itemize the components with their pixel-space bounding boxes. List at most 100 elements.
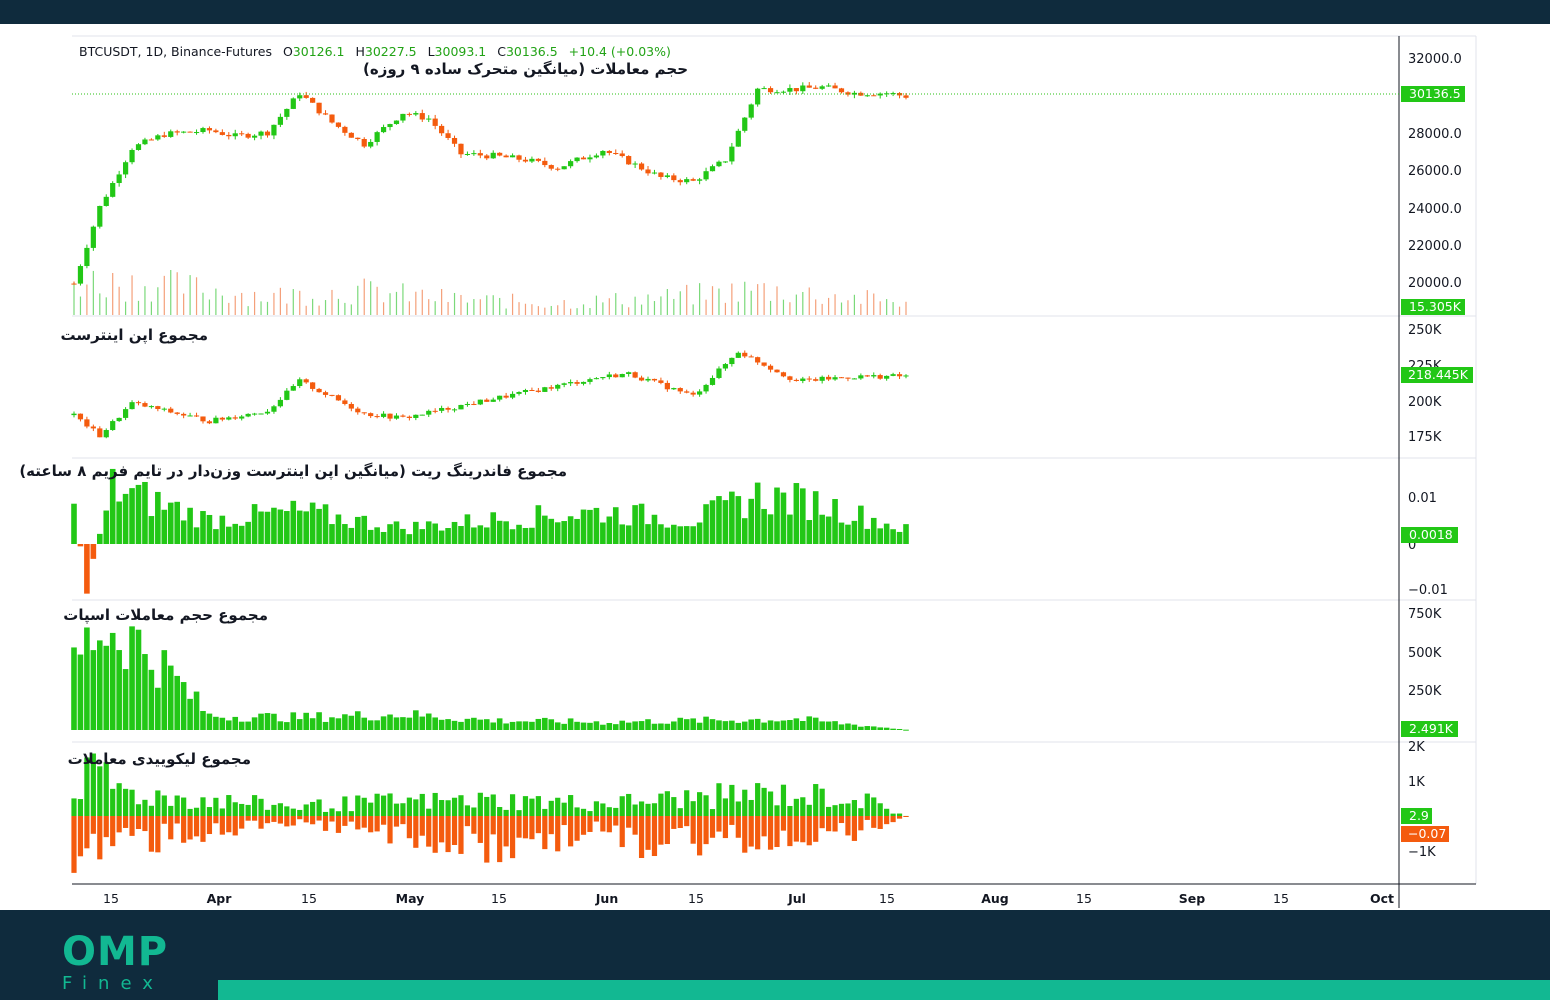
candle-body (348, 403, 354, 409)
liq-long-bar (709, 809, 716, 816)
candle-body (832, 85, 838, 89)
liq-short-bar (355, 816, 361, 830)
liq-short-bar (638, 816, 645, 859)
funding-bar (264, 511, 271, 544)
candle-body (574, 157, 580, 162)
liq-long-bar (658, 793, 664, 816)
bar (767, 720, 774, 730)
candle-body (303, 95, 309, 98)
bar (342, 714, 348, 730)
volume-bar (769, 300, 772, 315)
bar (361, 717, 368, 730)
funding-tick: 0.01 (1408, 491, 1437, 506)
candle-body (258, 131, 264, 136)
candle-body (322, 392, 329, 395)
spot-tick: 500K (1408, 646, 1442, 661)
liq-short-bar (535, 816, 541, 834)
bar (425, 713, 432, 730)
liq-short-bar (819, 816, 825, 829)
candle-body (600, 377, 606, 379)
candle-body (251, 413, 258, 415)
funding-bar (387, 524, 393, 544)
liq-short-bar (709, 816, 716, 838)
candle-body (355, 137, 361, 140)
candle-body (755, 357, 761, 363)
volume-bar (608, 298, 610, 315)
funding-bar (277, 509, 284, 544)
liq-long-bar (819, 788, 825, 816)
candle-body (735, 352, 741, 358)
candle-body (206, 128, 213, 131)
funding-bar (96, 533, 103, 544)
liq-short-bar (580, 816, 587, 835)
volume-bar (415, 291, 417, 315)
candle-body (516, 155, 522, 160)
liq-short-bar (284, 816, 290, 827)
candle-body (613, 374, 619, 378)
liq-short-bar (342, 816, 348, 826)
volume-bar (679, 291, 681, 315)
liquidation-bars (71, 753, 909, 873)
liq-long-bar (471, 807, 477, 816)
liq-long-bar (355, 795, 361, 816)
volume-bar (640, 304, 643, 315)
liq-long-bar (322, 811, 329, 816)
funding-bar (335, 514, 342, 544)
liq-long-bar (677, 808, 683, 816)
funding-bar (380, 531, 387, 544)
liq-long-bar (445, 800, 451, 816)
liq-long-bar (761, 787, 767, 816)
liq-long-bar (174, 795, 180, 816)
bar (77, 654, 84, 730)
liq-short-bar (593, 816, 600, 822)
candle-body (864, 375, 870, 377)
candle-body (761, 362, 767, 366)
volume-bar (492, 295, 494, 315)
candle-body (864, 95, 870, 97)
liq-long-bar (213, 797, 219, 816)
candle-body (497, 152, 503, 156)
funding-bar (458, 526, 464, 544)
liq-long-bar (142, 799, 148, 816)
x-tick: Oct (1370, 891, 1394, 906)
liq-long-bar (826, 806, 832, 816)
volume-bar (711, 286, 714, 315)
candle-body (645, 378, 651, 381)
liq-long-bar (239, 803, 245, 816)
bar (387, 714, 393, 730)
funding-bar (516, 524, 522, 544)
liq-short-bar (245, 816, 251, 821)
volume-bar (686, 284, 688, 315)
liq-short-bar (755, 816, 761, 850)
candle-body (671, 388, 677, 390)
bar (877, 727, 884, 730)
funding-bar (696, 522, 703, 544)
candle-body (529, 158, 535, 162)
liq-long-bar (780, 784, 787, 816)
liq-short-bar (522, 816, 529, 839)
liq-long-bar (774, 805, 780, 816)
funding-bar (677, 526, 684, 544)
liq-short-bar (690, 816, 696, 844)
funding-bar (464, 514, 471, 544)
funding-bar (838, 522, 845, 544)
liq-tick: 2K (1408, 740, 1425, 755)
funding-bar (754, 482, 761, 544)
candle-body (71, 283, 77, 285)
liq-short-bar (122, 816, 129, 828)
funding-bar (251, 504, 258, 544)
bar (748, 719, 755, 730)
volume-bar (724, 302, 727, 315)
funding-bar (258, 511, 264, 544)
volume-bar (524, 303, 527, 315)
liq-long-bar (258, 798, 264, 816)
bar (245, 721, 251, 730)
funding-bar (812, 491, 819, 544)
candle-body (387, 124, 393, 128)
volume-bar (350, 304, 352, 315)
liq-short-bar (335, 816, 342, 833)
funding-bar (793, 483, 800, 544)
candle-body (471, 403, 477, 405)
time-axis-labels: 15 Apr 15 May 15 Jun 15 Jul 15 Aug 15 Se… (103, 891, 1394, 906)
liq-short-bar (129, 816, 135, 836)
